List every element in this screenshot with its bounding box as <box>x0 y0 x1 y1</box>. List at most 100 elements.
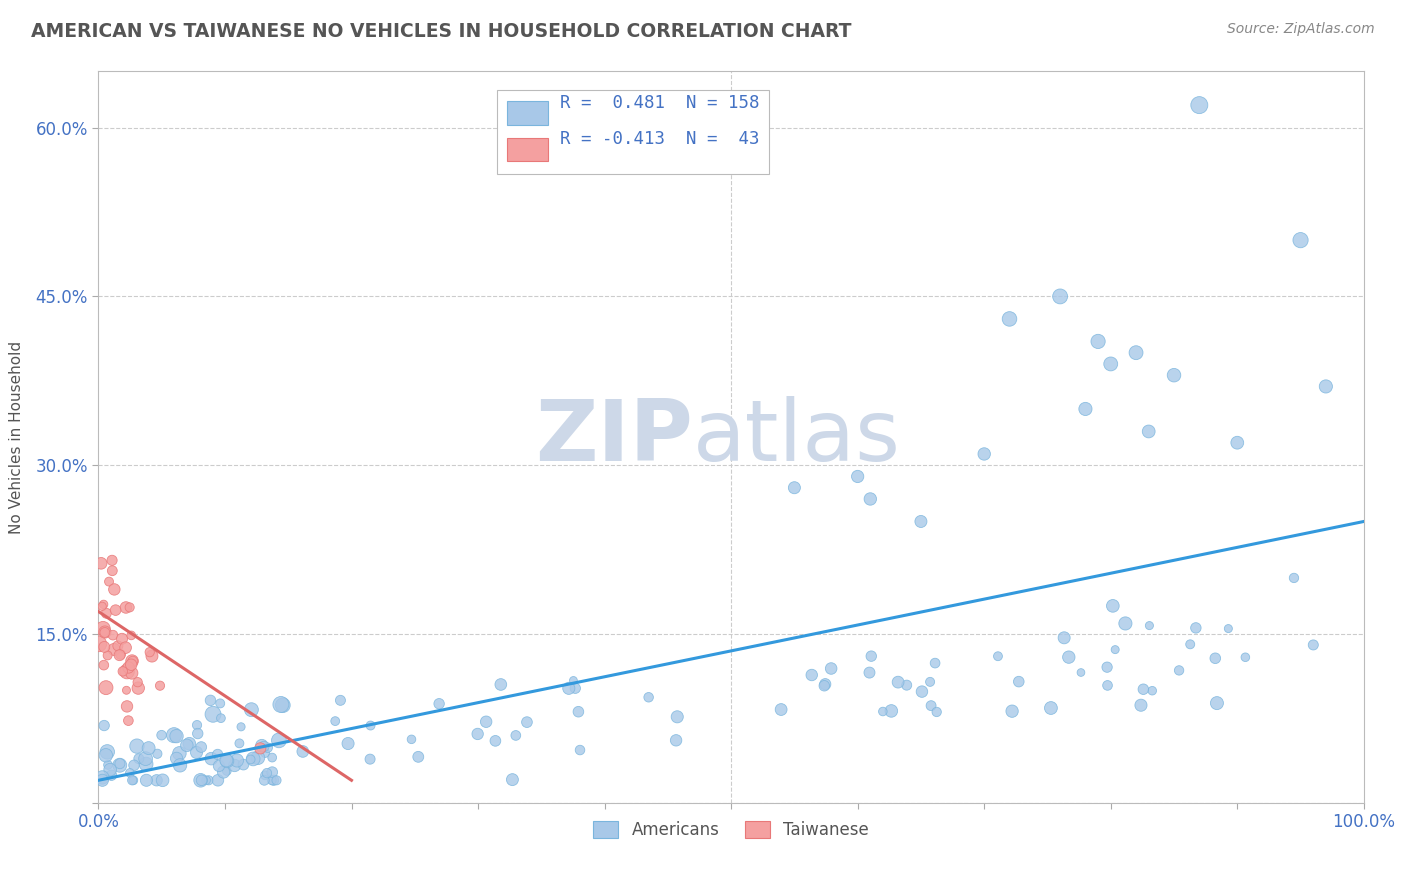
Text: ZIP: ZIP <box>536 395 693 479</box>
Point <box>115 665 138 679</box>
Point <box>209 697 232 711</box>
Point <box>880 704 903 718</box>
Point <box>108 648 131 663</box>
Point <box>1289 233 1312 247</box>
Point <box>107 639 129 653</box>
Point <box>108 756 131 771</box>
Point <box>1132 682 1154 697</box>
Point <box>135 757 157 772</box>
Point <box>128 752 150 766</box>
Text: R = -0.413  N =  43: R = -0.413 N = 43 <box>560 130 759 148</box>
Point <box>224 758 246 772</box>
Point <box>101 628 124 642</box>
Point <box>135 773 157 788</box>
Point <box>93 658 115 673</box>
Point <box>207 747 229 762</box>
Point <box>1099 357 1122 371</box>
Point <box>256 740 278 755</box>
Point <box>1282 571 1305 585</box>
Point <box>665 733 688 747</box>
Point <box>195 773 218 788</box>
Point <box>920 674 942 689</box>
FancyBboxPatch shape <box>498 90 769 174</box>
Point <box>987 649 1010 664</box>
Point <box>253 773 276 788</box>
Point <box>814 677 837 691</box>
Point <box>90 557 112 571</box>
Point <box>800 668 823 682</box>
Point <box>1180 637 1202 651</box>
Point <box>125 739 148 753</box>
Point <box>103 642 125 657</box>
Point <box>212 764 235 779</box>
Point <box>872 705 894 719</box>
Point <box>846 469 869 483</box>
Point <box>1137 425 1160 439</box>
Point <box>1039 701 1062 715</box>
Point <box>564 681 586 696</box>
Point <box>859 491 882 506</box>
Point <box>1070 665 1092 680</box>
Point <box>98 763 121 777</box>
Point <box>666 710 689 724</box>
Point <box>1114 616 1136 631</box>
Point <box>820 661 842 675</box>
Point <box>360 718 382 732</box>
Point <box>401 732 423 747</box>
Point <box>127 681 149 695</box>
Point <box>569 743 592 757</box>
Point <box>266 773 288 788</box>
Point <box>169 747 191 761</box>
Point <box>783 481 806 495</box>
Point <box>516 715 538 730</box>
Point <box>1185 621 1208 635</box>
Point <box>226 754 249 768</box>
Point <box>166 729 188 743</box>
Point <box>122 773 145 788</box>
Point <box>91 599 114 614</box>
Point <box>209 711 232 725</box>
Point <box>104 603 127 617</box>
Point <box>250 739 273 753</box>
Point <box>121 654 143 668</box>
Point <box>329 693 352 707</box>
Point <box>120 657 142 672</box>
Point <box>100 768 122 782</box>
Point <box>179 737 201 751</box>
Bar <box>508 102 547 125</box>
Point <box>501 772 523 787</box>
Point <box>190 773 212 788</box>
Point <box>1057 650 1080 665</box>
Point <box>166 751 188 765</box>
Point <box>127 675 149 690</box>
Point <box>97 758 120 772</box>
Point <box>101 553 124 567</box>
Point <box>118 766 141 780</box>
Point <box>121 773 143 788</box>
Point <box>115 600 138 615</box>
Point <box>190 739 212 754</box>
Point <box>215 753 238 767</box>
Point <box>896 678 918 692</box>
Point <box>1218 622 1240 636</box>
Point <box>114 640 136 655</box>
Point <box>1097 678 1119 692</box>
Point <box>217 754 239 768</box>
Point <box>1142 683 1164 698</box>
Point <box>94 625 117 640</box>
Text: AMERICAN VS TAIWANESE NO VEHICLES IN HOUSEHOLD CORRELATION CHART: AMERICAN VS TAIWANESE NO VEHICLES IN HOU… <box>31 22 852 41</box>
Point <box>94 748 117 763</box>
Point <box>427 697 450 711</box>
Point <box>110 648 132 662</box>
Point <box>860 649 883 664</box>
Point <box>1125 345 1147 359</box>
Point <box>121 654 143 668</box>
Point <box>1163 368 1185 383</box>
Point <box>1101 599 1123 613</box>
Point <box>271 698 294 713</box>
Point <box>270 698 292 712</box>
Point <box>911 684 934 698</box>
Point <box>925 705 948 719</box>
Point <box>138 741 160 756</box>
Point <box>163 728 186 742</box>
